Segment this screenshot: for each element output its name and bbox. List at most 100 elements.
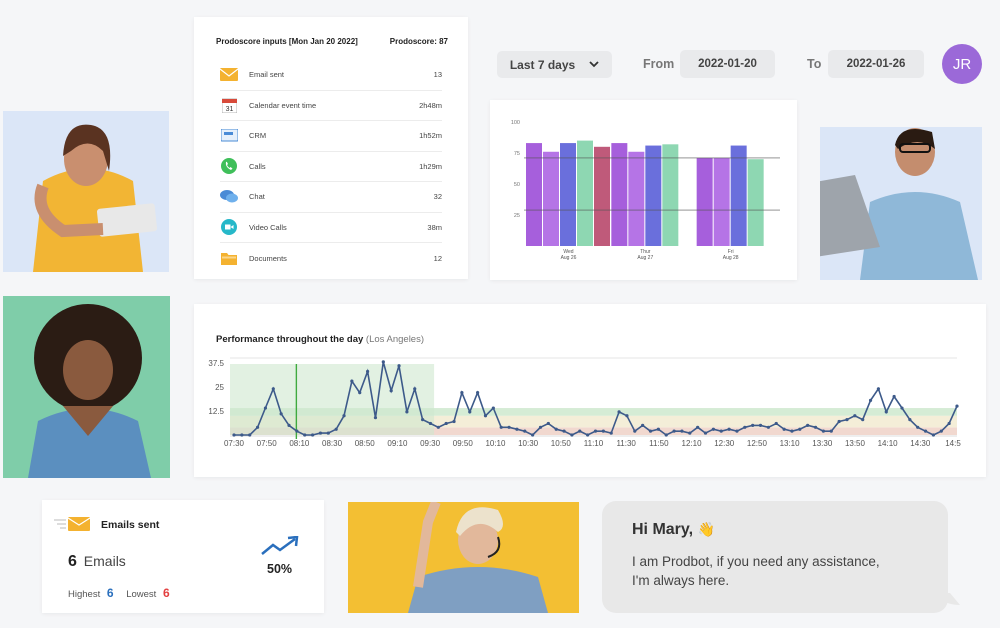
input-row-crm[interactable]: CRM 1h52m	[220, 121, 442, 152]
to-label: To	[807, 57, 822, 71]
data-point	[538, 425, 543, 429]
trend-up-icon	[260, 535, 300, 561]
input-row-documents[interactable]: Documents 12	[220, 243, 442, 274]
chat-icon	[220, 189, 238, 205]
greeting-text: Hi Mary,	[632, 521, 694, 538]
data-point	[727, 427, 731, 431]
data-point	[711, 427, 715, 431]
data-point	[499, 425, 503, 429]
highest-label: Highest	[68, 589, 101, 600]
bar	[577, 140, 593, 246]
y-tick-label: 25	[215, 383, 224, 392]
data-point	[947, 421, 951, 426]
prodoscore-inputs-card: Prodoscore inputs [Mon Jan 20 2022] Prod…	[194, 17, 468, 279]
data-point	[837, 419, 841, 424]
date-range-select[interactable]: Last 7 days	[497, 51, 612, 78]
data-point	[350, 379, 354, 383]
input-row-label: Calendar event time	[249, 100, 317, 110]
input-row-value: 1h29m	[419, 161, 442, 171]
data-point	[554, 427, 558, 431]
lowest-value: 6	[162, 586, 170, 600]
data-point	[452, 419, 456, 424]
data-point	[468, 410, 472, 414]
from-date-input[interactable]: 2022-01-20	[680, 50, 775, 78]
data-point	[491, 406, 495, 410]
data-point	[892, 394, 896, 399]
data-point	[373, 416, 378, 420]
lowest-label: Lowest	[126, 589, 157, 600]
bar	[543, 151, 559, 246]
data-point	[460, 391, 464, 395]
input-row-calendar[interactable]: 31 Calendar event time 2h48m	[220, 91, 442, 121]
data-point	[908, 418, 912, 422]
input-row-video[interactable]: Video Calls 38m	[220, 213, 442, 243]
data-point	[562, 429, 566, 433]
input-row-chat[interactable]: Chat 32	[220, 182, 442, 213]
envelope-speed-icon	[54, 516, 94, 537]
inputs-title: Prodoscore inputs [Mon Jan 20 2022]	[216, 37, 358, 46]
data-point	[255, 425, 260, 429]
chat-greeting: Hi Mary, 👋	[632, 521, 715, 539]
bar	[730, 145, 747, 246]
prodoscore-value: Prodoscore: 87	[389, 37, 448, 46]
x-tick-label: Aug 26	[561, 255, 577, 261]
input-row-value: 13	[433, 70, 442, 80]
bar	[628, 151, 645, 246]
x-tick-label: 07:50	[257, 439, 278, 448]
x-tick-label: Thur	[640, 249, 651, 255]
y-tick-label: 25	[514, 213, 520, 219]
bubble-tail	[940, 593, 960, 605]
input-row-value: 38m	[427, 222, 442, 232]
input-row-email[interactable]: Email sent 13	[220, 60, 442, 91]
woman-headset-photo	[348, 502, 579, 613]
data-point	[884, 410, 888, 414]
bar	[713, 157, 730, 246]
input-row-label: Video Calls	[249, 222, 287, 232]
x-tick-label: Wed	[563, 249, 573, 255]
data-point	[240, 433, 244, 437]
data-point	[578, 429, 582, 433]
bar	[526, 143, 542, 246]
wave-emoji: 👋	[697, 521, 715, 537]
input-row-value: 2h48m	[419, 100, 442, 110]
bar-chart-card: 25 50 75 100 Wed Aug 26 Thur Aug 27 Fri Aug 28	[490, 100, 797, 280]
x-tick-label: 11:30	[616, 439, 636, 448]
x-tick-label: 13:30	[812, 439, 833, 448]
x-tick-label: 14:30	[910, 439, 931, 448]
y-tick-label: 37.5	[208, 359, 224, 368]
data-point	[279, 412, 283, 416]
input-row-value: 12	[433, 253, 442, 263]
emails-unit: Emails	[83, 553, 126, 569]
data-point	[617, 410, 621, 414]
data-point	[853, 414, 857, 418]
x-tick-label: 10:50	[551, 439, 572, 448]
folder-icon	[220, 250, 238, 266]
crm-icon	[220, 128, 238, 144]
woman-curly-hair-photo	[3, 296, 170, 478]
data-point	[413, 387, 417, 391]
data-point	[672, 429, 676, 433]
performance-subtitle: (Los Angeles)	[365, 334, 424, 345]
x-tick-label: 08:30	[322, 439, 343, 448]
input-row-calls[interactable]: Calls 1h29m	[220, 152, 442, 182]
data-point	[365, 369, 370, 374]
performance-title-text: Performance throughout the day	[216, 334, 364, 345]
data-point	[601, 429, 605, 433]
calendar-icon: 31	[220, 97, 238, 114]
emails-sent-card: Emails sent 6 Emails Highest 6 Lowest 6 …	[42, 500, 324, 613]
bar	[594, 146, 610, 246]
data-point	[310, 433, 315, 437]
data-point	[876, 387, 881, 391]
data-point	[326, 431, 330, 435]
bar	[560, 143, 576, 246]
user-avatar[interactable]: JR	[942, 44, 982, 84]
date-range-value: Last 7 days	[509, 57, 576, 72]
to-date-input[interactable]: 2022-01-26	[828, 50, 924, 78]
prodbot-chat-bubble[interactable]: Hi Mary, 👋 I am Prodbot, if you need any…	[602, 501, 960, 613]
data-point	[751, 423, 755, 427]
input-row-label: Documents	[249, 253, 287, 263]
x-tick-label: Fri	[728, 249, 734, 255]
data-point	[743, 425, 747, 429]
data-point	[868, 398, 873, 402]
emails-count: 6	[68, 553, 77, 570]
